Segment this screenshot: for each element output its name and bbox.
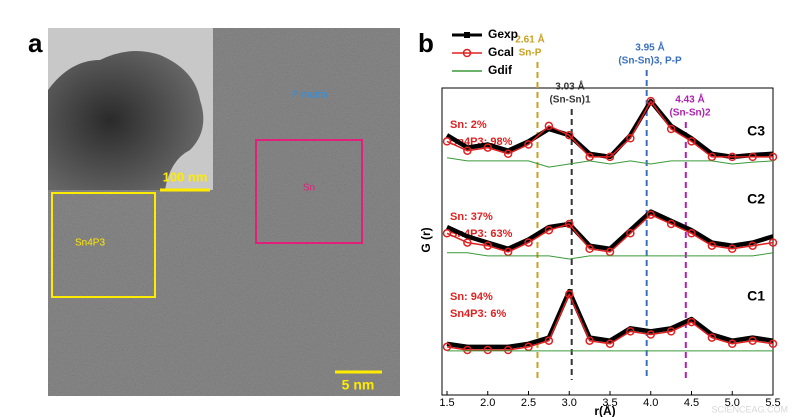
series-marker (707, 333, 717, 342)
series-marker (666, 327, 676, 336)
series-marker (626, 327, 635, 336)
y-axis-label: G (r) (419, 227, 433, 252)
annotation-value: 4.43 Å (675, 93, 704, 106)
region-box (255, 139, 363, 244)
panel-name: C2 (747, 191, 765, 207)
series-marker (565, 130, 574, 140)
series-marker (483, 345, 492, 355)
legend-label: Gdif (488, 63, 513, 77)
series-marker (768, 152, 778, 162)
series-marker (768, 238, 778, 247)
watermark: SCIENCEAG.COM (711, 404, 788, 414)
region-label: Sn4P3 (75, 238, 105, 249)
series-marker (646, 210, 655, 219)
matrix-label: P matrix (292, 90, 329, 101)
annotation-bond: Sn-P (519, 48, 542, 59)
series-marker (463, 345, 472, 355)
composition: Sn4P3: 6% (450, 308, 506, 320)
series-marker (524, 140, 533, 149)
annotation-bond: (Sn-Sn)3, P-P (618, 56, 682, 67)
series-marker (544, 336, 554, 345)
series-line (446, 293, 774, 351)
legend-label: Gexp (488, 27, 518, 41)
x-tick-label: 5.5 (765, 397, 780, 409)
series-marker (483, 241, 492, 250)
series-line (446, 213, 774, 253)
series-marker (626, 229, 635, 238)
series-marker (442, 137, 452, 146)
annotation-bond: (Sn-Sn)2 (669, 108, 711, 119)
panel-label: b (418, 28, 434, 58)
series-marker (666, 219, 676, 229)
region-box (51, 192, 156, 298)
legend-marker (464, 32, 470, 38)
x-tick-label: 4.0 (643, 397, 658, 409)
x-tick-label: 2.5 (521, 397, 536, 409)
series-marker (544, 225, 554, 235)
series-marker (748, 336, 757, 345)
legend-label: Gcal (488, 45, 514, 59)
series-marker (463, 146, 472, 155)
plot-frame (441, 87, 774, 396)
series-marker (728, 244, 737, 254)
series-marker (442, 229, 452, 238)
annotation-value: 3.95 Å (635, 41, 664, 54)
series-marker (605, 152, 615, 162)
series-marker (666, 124, 676, 134)
series-marker (524, 238, 533, 247)
annotation-value: 3.03 Å (555, 80, 584, 93)
series-marker (565, 289, 574, 299)
series-marker (707, 241, 717, 250)
series-marker (585, 244, 594, 254)
annotation-value: 2.61 Å (515, 33, 544, 46)
series-marker (463, 238, 472, 247)
composition: Sn: 2% (450, 119, 487, 131)
panel-label: a (28, 28, 43, 58)
x-tick-label: 3.5 (602, 397, 617, 409)
x-tick-label: 4.5 (684, 397, 699, 409)
series-marker (646, 96, 655, 106)
panel-name: C1 (747, 288, 765, 304)
series-marker (585, 152, 594, 162)
x-tick-label: 5.0 (725, 397, 740, 409)
composition: Sn: 37% (450, 211, 493, 223)
scale-bar-label: 100 nm (163, 169, 208, 184)
panel-name: C3 (747, 123, 765, 139)
legend-marker (462, 48, 472, 58)
series-marker (687, 229, 696, 238)
series-marker (503, 149, 513, 159)
composition: Sn: 94% (450, 291, 493, 303)
series-marker (748, 241, 757, 250)
scale-bar-label: 5 nm (342, 377, 375, 393)
series-line (446, 100, 773, 158)
series-marker (728, 152, 737, 162)
series-marker (544, 121, 554, 131)
series-marker (626, 134, 635, 143)
series-marker (605, 339, 615, 349)
x-tick-label: 3.0 (562, 397, 577, 409)
x-tick-label: 1.5 (439, 397, 454, 409)
series-marker (728, 339, 737, 349)
series-marker (483, 143, 492, 152)
x-axis-label: r(Å) (594, 403, 615, 417)
series-marker (748, 152, 757, 162)
series-marker (687, 317, 696, 327)
series-line (446, 157, 774, 168)
x-tick-label: 2.0 (480, 397, 495, 409)
series-marker (646, 330, 655, 339)
series-marker (585, 336, 594, 345)
particle (48, 51, 204, 190)
series-marker (768, 339, 778, 349)
series-marker (503, 345, 513, 355)
annotation-bond: (Sn-Sn)1 (549, 95, 591, 106)
series-line (445, 98, 774, 160)
series-marker (565, 219, 574, 229)
series-marker (687, 137, 696, 146)
region-label: Sn (303, 183, 315, 194)
series-line (447, 252, 774, 260)
